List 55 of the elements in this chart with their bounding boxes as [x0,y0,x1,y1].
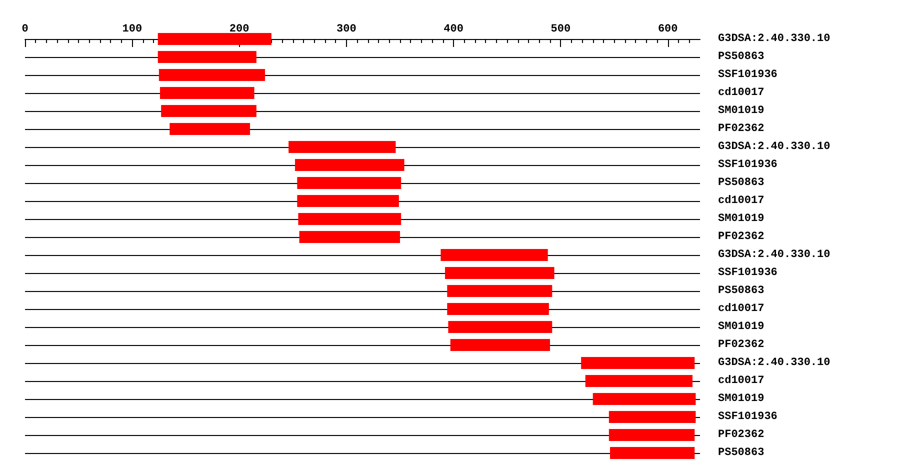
y-tick-label: SM01019 [718,321,764,333]
y-tick-label: PS50863 [718,177,765,189]
y-tick-label: PF02362 [718,429,764,441]
bar [581,357,695,369]
bar [450,339,550,351]
x-tick-label: 400 [444,24,464,36]
bar [158,33,272,45]
bar [608,411,696,423]
bar [170,123,250,135]
y-tick-label: PF02362 [718,123,764,135]
y-tick-label: PS50863 [718,285,765,297]
bar [440,249,548,261]
bar [447,285,552,297]
bar [297,195,399,207]
y-tick-label: SSF101936 [718,69,778,81]
y-tick-label: G3DSA:2.40.330.10 [718,357,830,369]
x-tick-label: 300 [336,24,356,36]
y-tick-label: SM01019 [718,393,764,405]
y-tick-label: PS50863 [718,447,765,459]
bar [288,141,396,153]
x-tick-label: 100 [122,24,142,36]
bar [158,51,256,63]
bar [585,375,692,387]
bar [295,159,404,171]
y-tick-label: SSF101936 [718,411,778,423]
bar [297,177,402,189]
bar [161,105,256,117]
x-tick-label: 200 [229,24,250,36]
bar [445,267,554,279]
bar [298,213,402,225]
y-tick-label: G3DSA:2.40.330.10 [718,249,830,261]
y-tick-label: PS50863 [718,51,765,63]
bar [160,87,254,99]
y-tick-label: cd10017 [718,195,764,207]
bar [608,429,695,441]
x-tick-label: 600 [658,24,678,36]
y-tick-label: SM01019 [718,105,764,117]
x-tick-label: 500 [550,24,571,36]
x-tick-label: 0 [22,24,28,36]
bar [299,231,400,243]
y-tick-label: cd10017 [718,87,764,99]
y-tick-label: cd10017 [718,303,764,315]
bar [592,393,696,405]
y-tick-label: PF02362 [718,339,764,351]
bar [158,69,265,81]
y-tick-label: PF02362 [718,231,764,243]
y-tick-label: G3DSA:2.40.330.10 [718,141,830,153]
bar [447,303,549,315]
bar [610,447,695,459]
y-tick-label: SM01019 [718,213,764,225]
y-tick-label: cd10017 [718,375,764,387]
y-tick-label: SSF101936 [718,159,778,171]
y-tick-label: SSF101936 [718,267,778,279]
bar [448,321,552,333]
y-tick-label: G3DSA:2.40.330.10 [718,33,830,45]
